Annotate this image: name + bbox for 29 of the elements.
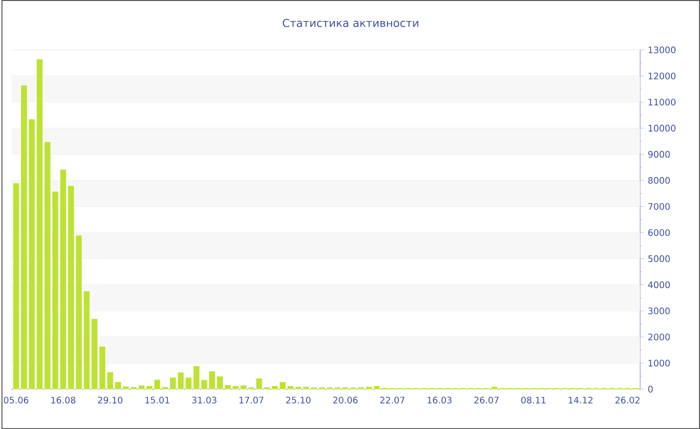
x-tick-label: 08.11: [521, 396, 546, 404]
x-tick-label: 17.07: [239, 396, 264, 404]
x-tick-label: 05.06: [4, 396, 28, 404]
x-tick-label: 29.10: [98, 396, 122, 404]
y-tick-label: 12000: [648, 72, 676, 80]
chart-title: Статистика активности: [282, 18, 418, 28]
x-tick-label: 16.08: [51, 396, 76, 404]
y-tick-label: 7000: [648, 203, 670, 210]
y-tick-label: 11000: [648, 98, 676, 106]
y-tick-label: 0: [648, 386, 653, 393]
y-tick-label: 10000: [648, 124, 676, 132]
x-tick-label: 22.07: [380, 396, 404, 404]
x-tick-label: 25.10: [286, 396, 311, 404]
x-tick-label: 14.12: [568, 396, 592, 404]
x-tick-label: 31.03: [192, 396, 216, 404]
x-tick-label: 20.06: [333, 396, 358, 404]
y-tick-label: 5000: [648, 255, 670, 262]
x-tick-label: 15.01: [145, 396, 170, 404]
y-tick-label: 1000: [648, 360, 670, 366]
x-tick-label: 26.07: [474, 396, 499, 404]
y-tick-label: 13000: [648, 46, 676, 54]
y-tick-label: 4000: [648, 281, 670, 288]
y-tick-label: 9000: [648, 150, 670, 158]
y-tick-label: 8000: [648, 176, 670, 184]
y-tick-label: 2000: [648, 334, 670, 340]
y-tick-label: 6000: [648, 229, 670, 236]
x-tick-label: 26.02: [615, 396, 640, 404]
x-tick-label: 16.03: [428, 396, 452, 404]
y-tick-label: 3000: [648, 307, 670, 314]
